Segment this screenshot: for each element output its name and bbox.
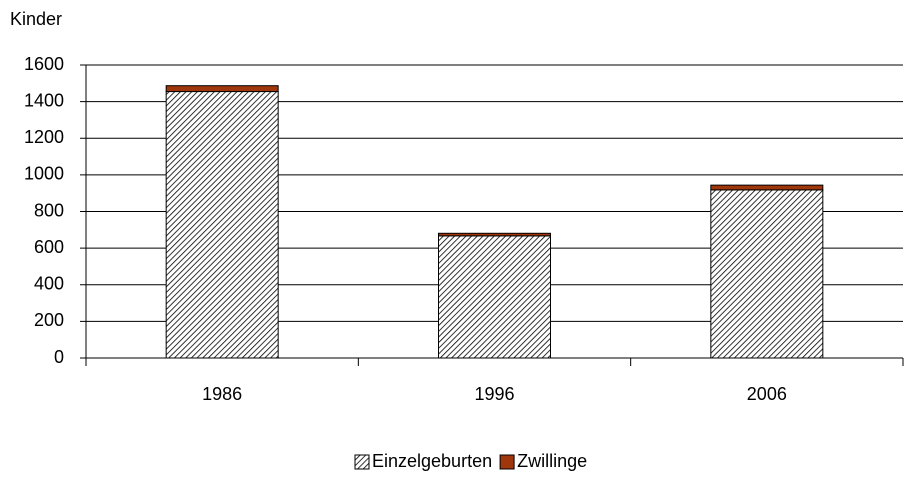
legend-label: Zwillinge xyxy=(517,451,587,471)
bar-segment xyxy=(165,85,279,93)
bar-segment xyxy=(438,232,551,237)
y-tick-label: 200 xyxy=(34,310,64,330)
x-tick-label: 1996 xyxy=(474,384,514,404)
y-tick-label: 1400 xyxy=(24,90,64,110)
y-axis-label: Kinder xyxy=(10,9,62,29)
y-tick-label: 1600 xyxy=(24,54,64,74)
legend-swatch xyxy=(354,454,370,470)
bar-segment xyxy=(165,91,279,359)
x-tick-label: 2006 xyxy=(747,384,787,404)
y-tick-label: 0 xyxy=(54,347,64,367)
bar-segment xyxy=(438,235,551,359)
y-tick-label: 600 xyxy=(34,237,64,257)
y-tick-label: 1200 xyxy=(24,127,64,147)
y-tick-label: 1000 xyxy=(24,164,64,184)
y-tick-label: 400 xyxy=(34,274,64,294)
bar-segment xyxy=(710,189,824,359)
x-tick-label: 1986 xyxy=(202,384,242,404)
y-tick-label: 800 xyxy=(34,200,64,220)
legend-label: Einzelgeburten xyxy=(372,451,492,471)
bar-segment xyxy=(710,184,824,191)
legend-swatch xyxy=(499,454,515,470)
